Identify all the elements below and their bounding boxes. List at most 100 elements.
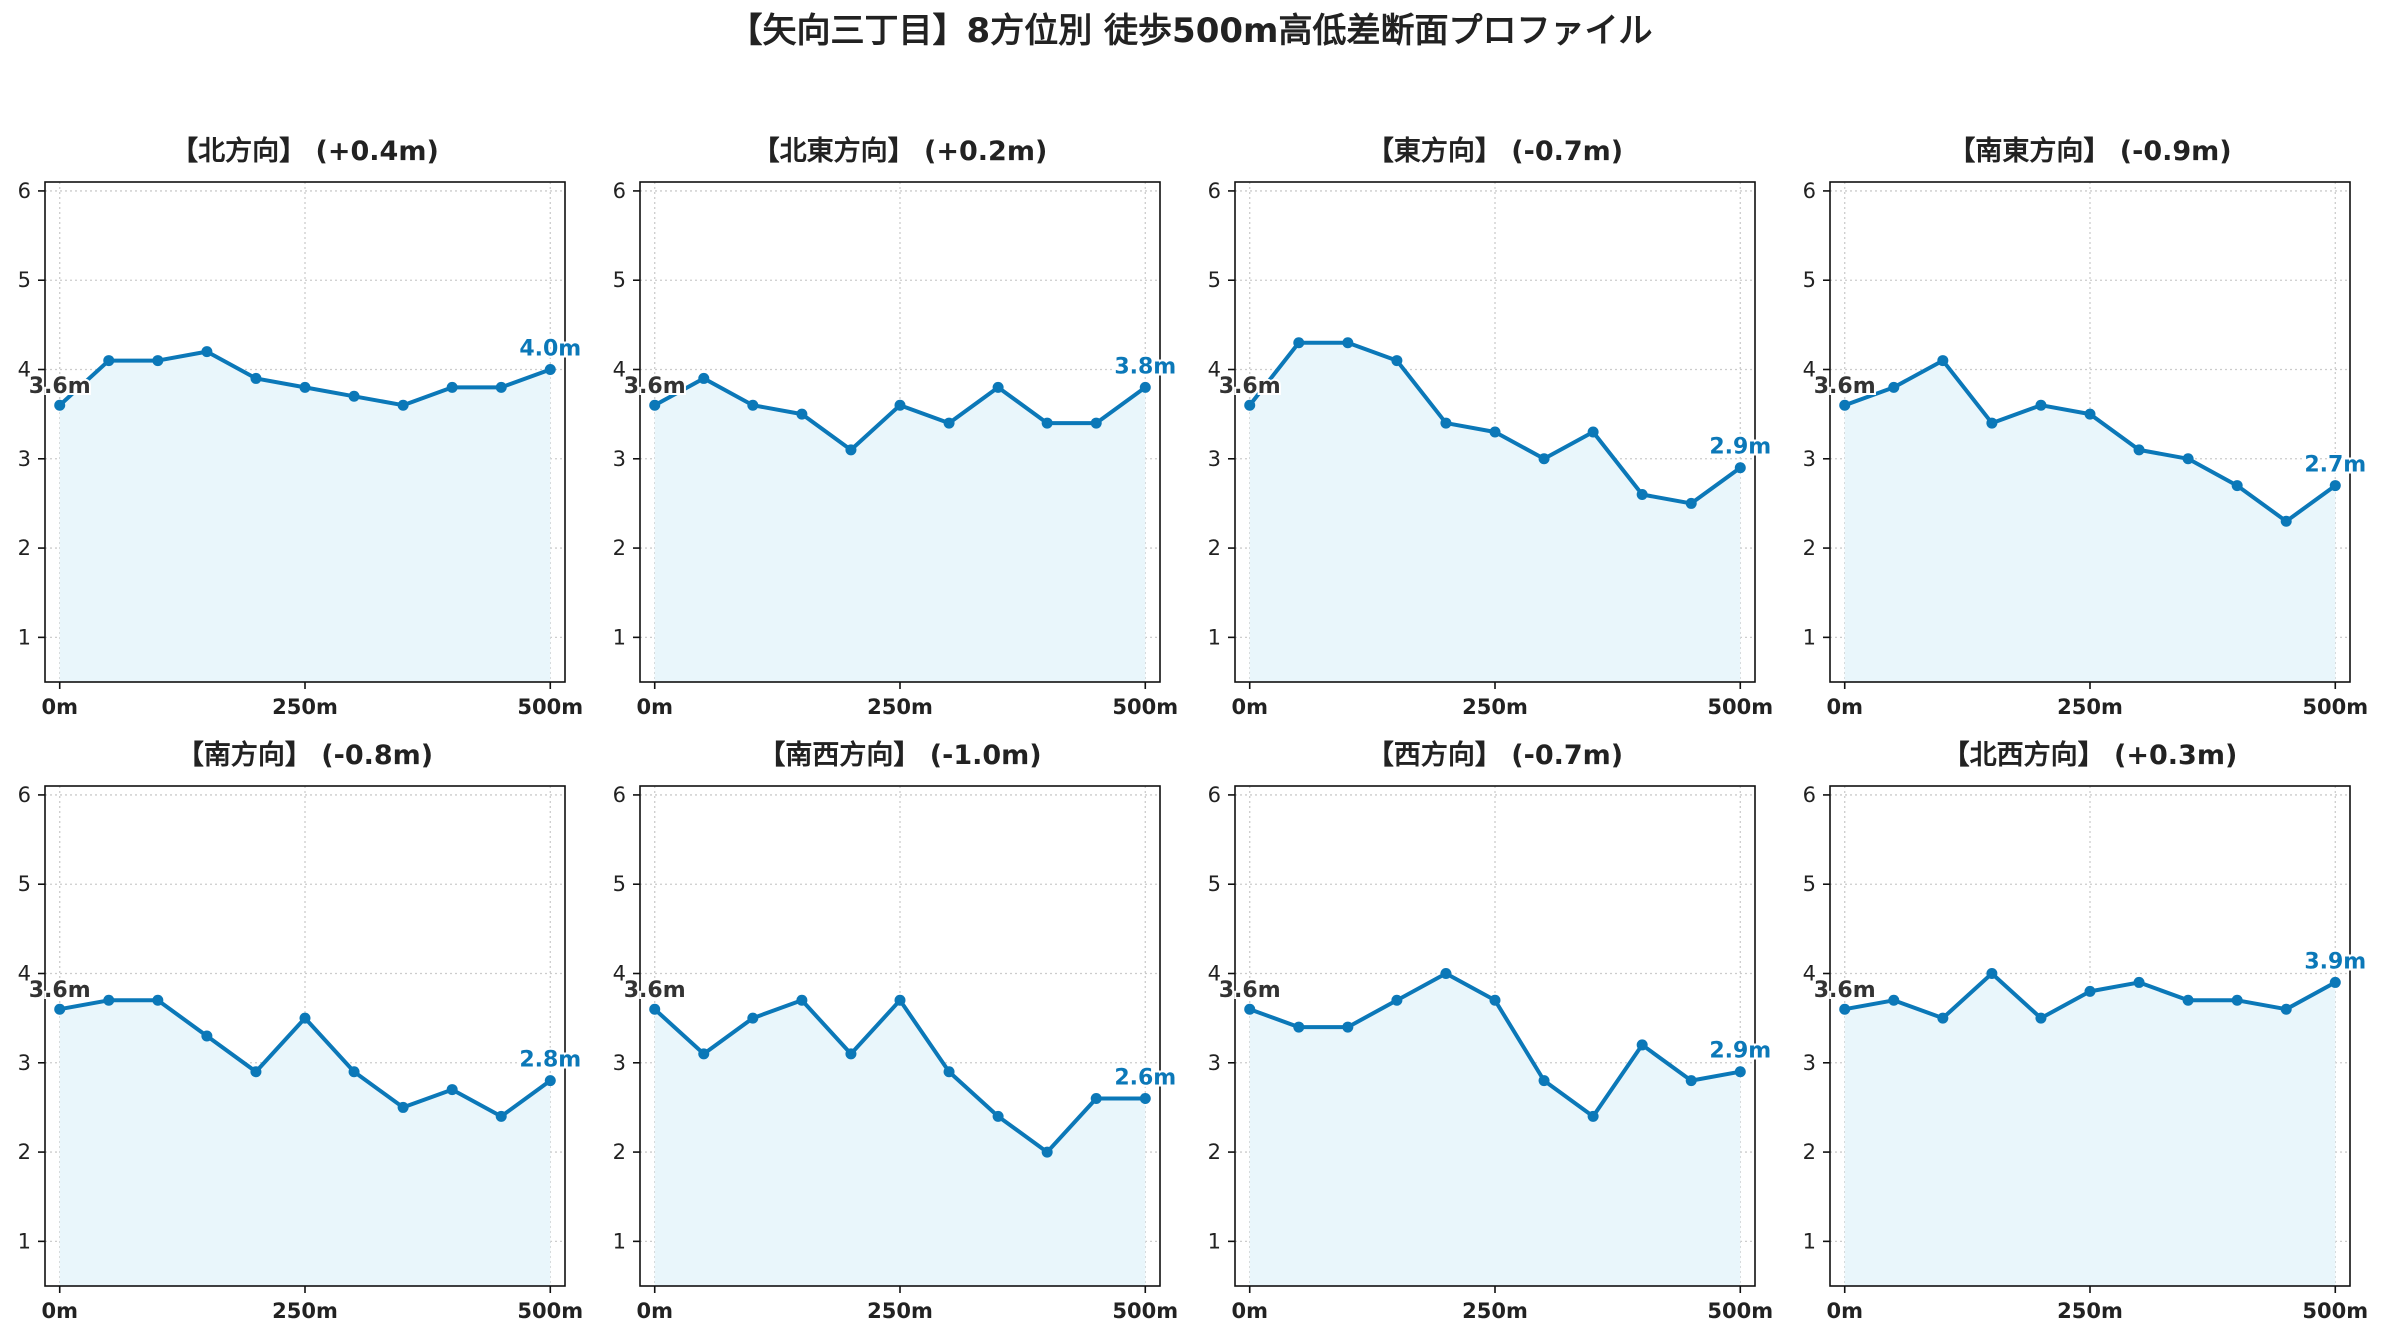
subplot-6: 【南西方向】 (-1.0m) 0m 250m 500m 1 2 3 4 5 6 3.6m 2.6m: [613, 739, 1179, 1323]
data-point: [1342, 1021, 1354, 1033]
data-point: [845, 444, 857, 456]
data-point: [1986, 417, 1998, 429]
y-tick-label: 2: [1803, 536, 1816, 560]
data-point: [544, 364, 556, 375]
x-tick-label: 250m: [272, 695, 338, 719]
subplot-title: 【南東方向】 (-0.9m): [1948, 135, 2231, 167]
y-tick-label: 6: [1803, 783, 1816, 807]
y-tick-label: 1: [1208, 625, 1221, 649]
y-tick-label: 2: [18, 536, 31, 560]
y-tick-label: 5: [1803, 872, 1816, 896]
data-point: [1041, 1146, 1053, 1158]
data-point: [2035, 1012, 2047, 1024]
y-tick-label: 5: [1803, 268, 1816, 292]
y-tick-label: 2: [1803, 1140, 1816, 1164]
x-tick-label: 500m: [517, 695, 583, 719]
data-point: [1041, 417, 1053, 429]
area-fill: [59, 351, 551, 682]
y-tick-label: 6: [18, 179, 31, 203]
y-tick-label: 4: [613, 358, 626, 382]
x-tick-label: 500m: [1707, 695, 1773, 719]
data-point: [845, 1048, 857, 1060]
data-point: [1342, 337, 1354, 349]
x-tick-label: 0m: [636, 695, 673, 719]
data-point: [1839, 1003, 1851, 1015]
data-point: [649, 1003, 661, 1015]
y-tick-label: 1: [613, 625, 626, 649]
y-tick-label: 2: [1208, 1140, 1221, 1164]
start-elevation-label: 3.6m: [624, 374, 686, 399]
data-point: [1293, 337, 1305, 349]
y-tick-label: 3: [1803, 1051, 1816, 1075]
x-tick-label: 0m: [1231, 1299, 1268, 1323]
y-tick-label: 6: [1208, 179, 1221, 203]
y-tick-label: 5: [613, 872, 626, 896]
data-point: [2084, 985, 2096, 997]
data-point: [397, 1101, 409, 1113]
data-point: [348, 390, 360, 402]
subplot-title: 【南方向】 (-0.8m): [177, 739, 433, 771]
end-elevation-label: 2.6m: [1114, 1066, 1176, 1091]
data-point: [1986, 968, 1998, 979]
data-point: [397, 399, 409, 411]
data-point: [1440, 417, 1452, 429]
y-tick-label: 2: [18, 1140, 31, 1164]
end-elevation-label: 3.8m: [1114, 354, 1176, 379]
data-point: [2182, 453, 2194, 465]
x-tick-label: 250m: [2057, 695, 2123, 719]
subplot-3: 【東方向】 (-0.7m) 0m 250m 500m 1 2 3 4 5 6 3.6m 2.9m: [1208, 135, 1774, 719]
data-point: [1888, 994, 1900, 1006]
data-point: [747, 399, 759, 411]
data-point: [796, 408, 808, 420]
data-point: [2133, 444, 2145, 456]
subplot-2: 【北東方向】 (+0.2m) 0m 250m 500m 1 2 3 4 5 6 3.6m 3.8m: [613, 135, 1179, 719]
y-tick-label: 6: [1208, 783, 1221, 807]
end-elevation-label: 2.9m: [1709, 1039, 1771, 1064]
y-tick-label: 4: [1208, 962, 1221, 986]
y-tick-label: 3: [1803, 447, 1816, 471]
start-elevation-label: 3.6m: [624, 978, 686, 1003]
data-point: [698, 1048, 710, 1060]
data-point: [54, 1003, 66, 1015]
area-fill: [1249, 342, 1741, 682]
data-point: [1244, 1003, 1256, 1015]
data-point: [1587, 426, 1599, 438]
subplot-title: 【北西方向】 (+0.3m): [1943, 739, 2238, 771]
data-point: [201, 346, 213, 358]
y-tick-label: 1: [18, 1229, 31, 1253]
data-point: [1685, 1075, 1697, 1087]
data-point: [201, 1030, 213, 1042]
data-point: [1538, 453, 1550, 465]
data-point: [250, 1066, 262, 1078]
y-tick-label: 2: [613, 1140, 626, 1164]
x-tick-label: 500m: [517, 1299, 583, 1323]
subplot-8: 【北西方向】 (+0.3m) 0m 250m 500m 1 2 3 4 5 6 3.6m 3.9m: [1803, 739, 2369, 1323]
y-tick-label: 4: [1803, 358, 1816, 382]
start-elevation-label: 3.6m: [29, 374, 91, 399]
y-tick-label: 1: [613, 1229, 626, 1253]
data-point: [2133, 976, 2145, 988]
end-elevation-label: 2.8m: [519, 1048, 581, 1073]
x-tick-label: 250m: [272, 1299, 338, 1323]
data-point: [1489, 994, 1501, 1006]
y-tick-label: 3: [1208, 1051, 1221, 1075]
data-point: [1090, 417, 1102, 429]
data-point: [2231, 480, 2243, 492]
end-elevation-label: 2.7m: [2304, 453, 2366, 478]
data-point: [747, 1012, 759, 1024]
y-tick-label: 3: [613, 1051, 626, 1075]
x-tick-label: 500m: [1112, 695, 1178, 719]
data-point: [992, 1110, 1004, 1122]
y-tick-label: 3: [18, 447, 31, 471]
x-tick-label: 250m: [867, 695, 933, 719]
y-tick-label: 2: [1208, 536, 1221, 560]
data-point: [2084, 408, 2096, 420]
subplot-1: 【北方向】 (+0.4m) 0m 250m 500m 1 2 3 4 5 6 3.6m 4.0m: [18, 135, 584, 719]
data-point: [1636, 1039, 1648, 1051]
area-fill: [59, 1000, 551, 1286]
data-point: [1244, 399, 1256, 411]
data-point: [152, 355, 164, 367]
subplot-title: 【北東方向】 (+0.2m): [753, 135, 1048, 167]
area-fill: [1844, 360, 2336, 682]
data-point: [1139, 381, 1151, 393]
